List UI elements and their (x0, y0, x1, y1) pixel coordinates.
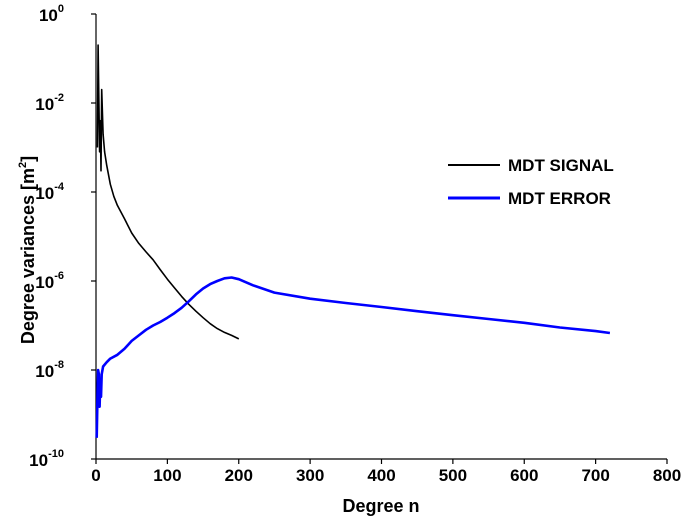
axis-ticks: 0 100 200 300 400 500 600 700 800 10-10 10-8 10-6 10… (29, 3, 681, 485)
x-tick-label: 700 (581, 466, 609, 485)
x-tick-label: 500 (439, 466, 467, 485)
x-axis-title: Degree n (342, 496, 419, 516)
y-axis-title: Degree variances [m2] (17, 156, 38, 344)
x-tick-label: 800 (653, 466, 681, 485)
y-tick-label: 10-6 (35, 270, 64, 292)
y-tick-label: 100 (39, 3, 64, 25)
legend-label: MDT ERROR (508, 189, 611, 208)
y-axis-title-suffix: ] (18, 156, 38, 162)
x-tick-label: 400 (367, 466, 395, 485)
plot-area (95, 14, 667, 460)
series-layer (95, 44, 611, 438)
y-tick-label: 10-4 (35, 181, 65, 203)
y-axis-title-prefix: Degree variances [m (18, 168, 38, 344)
y-tick-label: 10-8 (35, 359, 64, 381)
x-tick-label: 0 (91, 466, 100, 485)
series-line-mdt-signal (96, 44, 240, 340)
y-axis-title-superscript: 2 (17, 162, 29, 168)
y-tick-label: 10-10 (29, 448, 64, 470)
y-tick-label: 10-2 (35, 92, 64, 114)
x-tick-label: 600 (510, 466, 538, 485)
series-line-mdt-error (95, 276, 611, 438)
legend-label: MDT SIGNAL (508, 156, 614, 175)
x-tick-label: 300 (296, 466, 324, 485)
y-axis-title-group: Degree variances [m2] (17, 156, 38, 344)
x-tick-label: 200 (225, 466, 253, 485)
x-tick-label: 100 (153, 466, 181, 485)
legend: MDT SIGNAL MDT ERROR (448, 156, 614, 208)
